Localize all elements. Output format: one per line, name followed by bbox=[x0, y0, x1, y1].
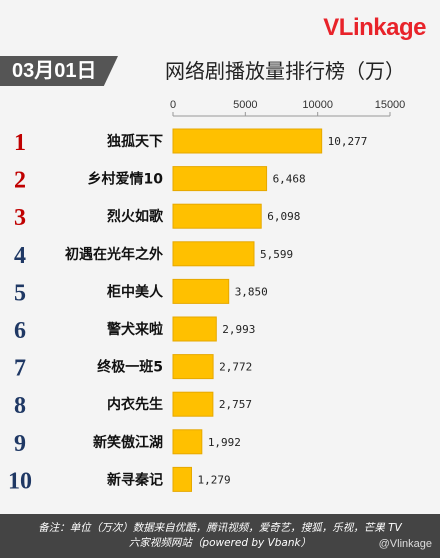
value-label: 2,757 bbox=[219, 398, 252, 411]
value-label: 1,992 bbox=[208, 436, 241, 449]
rank-number: 5 bbox=[14, 280, 26, 306]
category-label: 乡村爱情10 bbox=[88, 171, 164, 188]
value-label: 5,599 bbox=[260, 248, 293, 261]
value-label: 6,468 bbox=[273, 173, 306, 186]
rank-number: 9 bbox=[14, 431, 26, 457]
rank-number: 8 bbox=[14, 393, 26, 419]
category-label: 新笑傲江湖 bbox=[93, 434, 163, 451]
x-tick-label: 0 bbox=[170, 99, 176, 111]
rank-number: 6 bbox=[14, 318, 26, 344]
value-label: 1,279 bbox=[198, 473, 231, 486]
category-label: 独孤天下 bbox=[107, 133, 163, 150]
bar bbox=[172, 354, 214, 380]
date-badge: 03月01日 bbox=[0, 56, 118, 86]
chart-title: 网络剧播放量排行榜（万） bbox=[165, 59, 405, 83]
rank-number: 1 bbox=[14, 130, 26, 156]
bar-chart: 0 5000 10000 15000 1 独孤天下 10,277 2 乡村爱情10 6,468 3 烈… bbox=[8, 99, 406, 494]
x-tick-label: 5000 bbox=[233, 99, 257, 111]
category-label: 内衣先生 bbox=[107, 396, 163, 413]
bar bbox=[172, 241, 255, 267]
value-label: 2,772 bbox=[219, 361, 252, 374]
bar bbox=[172, 166, 268, 192]
category-label: 初遇在光年之外 bbox=[65, 246, 163, 263]
rank-number: 3 bbox=[14, 205, 26, 231]
weibo-watermark: @Vlinkage bbox=[378, 538, 432, 550]
value-label: 2,993 bbox=[222, 323, 255, 336]
category-label: 终极一班5 bbox=[97, 359, 163, 376]
category-label: 柜中美人 bbox=[107, 283, 164, 300]
rank-number: 7 bbox=[14, 356, 26, 382]
footer-line-2: 六家视频网站（powered by Vbank） bbox=[128, 537, 312, 549]
footer-line-1: 备注：单位（万次）数据来自优酷，腾讯视频，爱奇艺，搜狐，乐视，芒果 TV bbox=[38, 522, 402, 534]
footer-note: 备注：单位（万次）数据来自优酷，腾讯视频，爱奇艺，搜狐，乐视，芒果 TV 六家视… bbox=[0, 514, 440, 558]
rank-number: 2 bbox=[14, 168, 26, 194]
value-label: 10,277 bbox=[328, 135, 368, 148]
x-tick-label: 15000 bbox=[375, 99, 406, 111]
rank-number: 4 bbox=[14, 243, 26, 269]
bar bbox=[172, 128, 323, 154]
bar bbox=[172, 278, 230, 304]
x-tick-label: 10000 bbox=[302, 99, 333, 111]
category-label: 警犬来啦 bbox=[107, 321, 163, 338]
rank-number: 10 bbox=[8, 468, 32, 494]
value-label: 6,098 bbox=[267, 210, 300, 223]
category-label: 烈火如歌 bbox=[107, 208, 164, 225]
bar bbox=[172, 391, 214, 417]
category-label: 新寻秦记 bbox=[107, 471, 163, 488]
bar bbox=[172, 203, 262, 229]
vlinkage-logo: VLinkage bbox=[323, 14, 426, 41]
bar bbox=[172, 429, 203, 455]
bar bbox=[172, 466, 193, 492]
bar bbox=[172, 316, 217, 342]
value-label: 3,850 bbox=[235, 285, 268, 298]
